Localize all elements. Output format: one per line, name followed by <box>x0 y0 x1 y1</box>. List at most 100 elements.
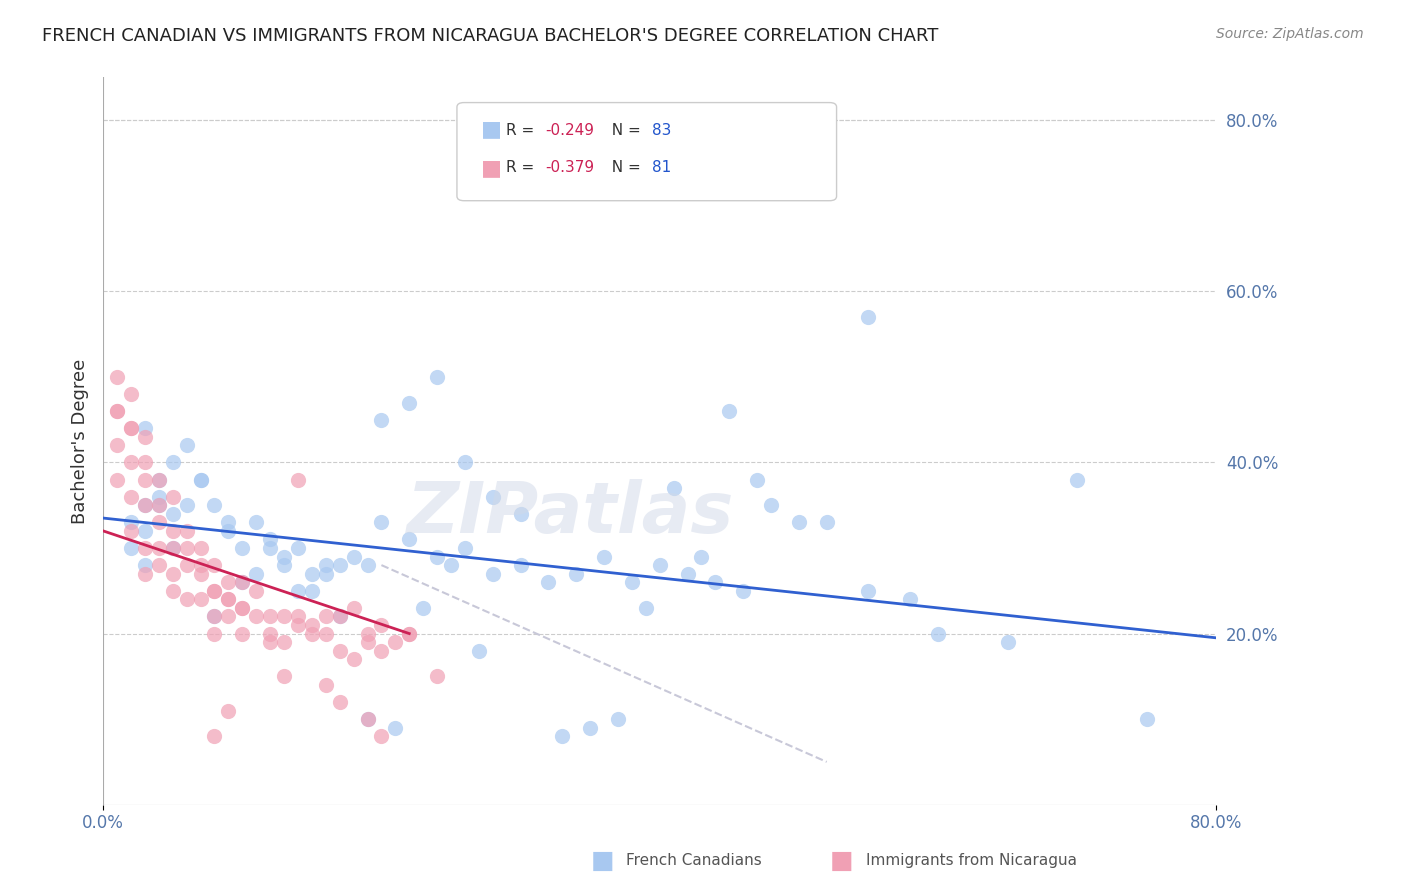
Point <box>690 549 713 564</box>
Point <box>162 541 184 555</box>
Text: FRENCH CANADIAN VS IMMIGRANTS FROM NICARAGUA BACHELOR'S DEGREE CORRELATION CHART: FRENCH CANADIAN VS IMMIGRANTS FROM NICAR… <box>42 27 939 45</box>
Point <box>565 566 588 581</box>
Point <box>273 558 295 573</box>
Point <box>287 609 309 624</box>
Point <box>426 549 449 564</box>
Point <box>176 558 198 573</box>
Point <box>301 618 323 632</box>
Point <box>105 438 128 452</box>
Point <box>231 575 253 590</box>
Point <box>231 575 253 590</box>
Point <box>231 626 253 640</box>
Point <box>898 592 921 607</box>
Point <box>398 533 420 547</box>
Point <box>148 498 170 512</box>
Text: -0.249: -0.249 <box>546 123 595 137</box>
Point <box>217 575 239 590</box>
Point <box>759 498 782 512</box>
Point <box>231 600 253 615</box>
Point <box>134 558 156 573</box>
Point <box>245 516 267 530</box>
Point <box>509 558 531 573</box>
Point <box>190 473 212 487</box>
Point <box>858 310 880 324</box>
Point <box>134 566 156 581</box>
Point <box>537 575 560 590</box>
Point <box>120 524 142 538</box>
Text: 81: 81 <box>652 161 672 175</box>
Text: ■: ■ <box>830 849 853 872</box>
Point <box>648 558 671 573</box>
Text: 83: 83 <box>652 123 672 137</box>
Point <box>259 533 281 547</box>
Point <box>287 473 309 487</box>
Point <box>454 455 477 469</box>
Point <box>148 473 170 487</box>
Point <box>440 558 463 573</box>
Point <box>815 516 838 530</box>
Point <box>315 678 337 692</box>
Point <box>134 430 156 444</box>
Point <box>468 643 491 657</box>
Point <box>718 404 741 418</box>
Point <box>787 516 810 530</box>
Point <box>134 498 156 512</box>
Point <box>454 541 477 555</box>
Point <box>190 592 212 607</box>
Point <box>329 609 352 624</box>
Point <box>398 395 420 409</box>
Text: Immigrants from Nicaragua: Immigrants from Nicaragua <box>866 854 1077 868</box>
Point <box>858 583 880 598</box>
Point <box>176 438 198 452</box>
Point <box>105 370 128 384</box>
Point <box>927 626 949 640</box>
Point <box>370 516 392 530</box>
Point <box>176 524 198 538</box>
Point <box>704 575 727 590</box>
Point <box>231 600 253 615</box>
Point <box>412 600 434 615</box>
Point <box>426 669 449 683</box>
Point <box>273 635 295 649</box>
Point <box>148 558 170 573</box>
Point <box>217 704 239 718</box>
Point <box>370 618 392 632</box>
Point <box>273 609 295 624</box>
Point <box>120 541 142 555</box>
Point <box>190 566 212 581</box>
Text: French Canadians: French Canadians <box>626 854 762 868</box>
Point <box>134 455 156 469</box>
Point <box>176 541 198 555</box>
Point <box>204 583 226 598</box>
Point <box>273 669 295 683</box>
Point <box>120 387 142 401</box>
Point <box>204 583 226 598</box>
Point <box>204 558 226 573</box>
Point <box>329 609 352 624</box>
Point <box>384 721 406 735</box>
Point <box>120 455 142 469</box>
Point <box>301 583 323 598</box>
Point <box>134 473 156 487</box>
Point <box>593 549 616 564</box>
Point <box>342 549 364 564</box>
Point <box>398 626 420 640</box>
Point <box>676 566 699 581</box>
Point <box>204 498 226 512</box>
Point <box>120 490 142 504</box>
Point <box>148 490 170 504</box>
Point <box>148 498 170 512</box>
Point <box>217 524 239 538</box>
Point <box>204 609 226 624</box>
Point <box>662 481 685 495</box>
Point <box>134 524 156 538</box>
Point <box>148 516 170 530</box>
Point <box>287 541 309 555</box>
Point <box>356 712 378 726</box>
Point <box>105 404 128 418</box>
Point <box>398 626 420 640</box>
Point <box>329 558 352 573</box>
Point <box>481 566 503 581</box>
Point <box>217 592 239 607</box>
Point <box>105 404 128 418</box>
